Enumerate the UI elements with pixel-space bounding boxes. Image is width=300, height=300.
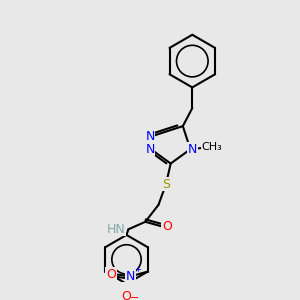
Text: O: O bbox=[121, 290, 131, 300]
Text: HN: HN bbox=[107, 223, 126, 236]
Text: N: N bbox=[188, 143, 197, 156]
Text: +: + bbox=[134, 265, 141, 274]
Text: O: O bbox=[106, 268, 116, 281]
Text: N: N bbox=[146, 130, 155, 143]
Text: N: N bbox=[126, 270, 135, 283]
Text: CH₃: CH₃ bbox=[202, 142, 222, 152]
Text: N: N bbox=[146, 143, 155, 156]
Text: −: − bbox=[130, 293, 139, 300]
Text: S: S bbox=[162, 178, 170, 191]
Text: O: O bbox=[162, 220, 172, 233]
